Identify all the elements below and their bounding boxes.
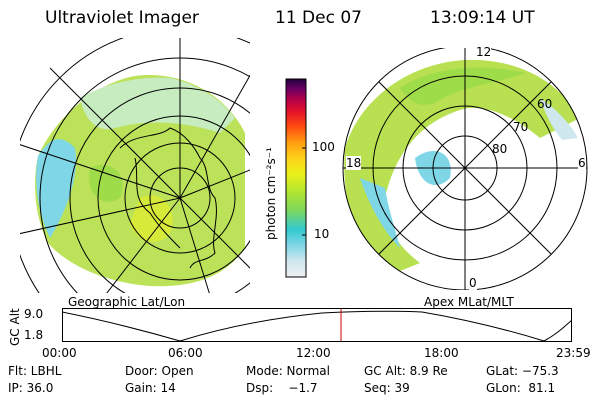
gc-alt-status: GC Alt: 8.9 Re [364,364,448,378]
seq-status: Seq: 39 [364,381,410,395]
x-tick-1200: 12:00 [296,346,331,360]
dsp-status: Dsp: −1.7 [246,381,318,395]
mlt-label-0: 0 [469,276,477,290]
altitude-plot [62,308,572,342]
mlt-label-6: 6 [578,156,586,170]
gain-status: Gain: 14 [125,381,176,395]
x-tick-2359: 23:59 [556,346,591,360]
coastline [119,127,217,269]
altitude-tick-high: 9.0 [24,307,44,321]
geographic-panel-label: Geographic Lat/Lon [68,295,186,309]
ip-status: IP: 36.0 [8,381,54,395]
altitude-curve [62,310,572,342]
altitude-tick-low: 1.8 [24,328,44,342]
date-label: 11 Dec 07 [275,8,362,28]
mlat-label-80: 80 [492,142,508,156]
time-label: 13:09:14 UT [430,8,535,28]
mlt-label-12: 12 [476,45,492,59]
mlt-label-18: 18 [346,156,362,170]
filter-status: Flt: LBHL [8,364,62,378]
instrument-title: Ultraviolet Imager [45,8,199,28]
x-tick-0600: 06:00 [168,346,203,360]
door-status: Door: Open [125,364,194,378]
mlat-label-70: 70 [513,120,529,134]
glat-status: GLat: −75.3 [486,364,559,378]
mode-status: Mode: Normal [246,364,330,378]
mlat-label-60: 60 [537,97,553,111]
colorbar-tick-100: 100 [312,140,335,154]
x-tick-0000: 00:00 [42,346,77,360]
colorbar [285,78,307,278]
altitude-y-label: GC Alt [8,308,22,346]
x-tick-1800: 18:00 [424,346,459,360]
glon-status: GLon: 81.1 [486,381,556,395]
geographic-image [20,38,250,293]
apex-panel-label: Apex MLat/MLT [424,295,514,309]
auroral-emission-region [35,75,246,287]
auroral-oval-emission [344,59,580,274]
colorbar-tick-10: 10 [314,227,330,241]
colorbar-unit-label: photon cm⁻²s⁻¹ [264,147,278,240]
apex-polar-plot [342,48,588,290]
